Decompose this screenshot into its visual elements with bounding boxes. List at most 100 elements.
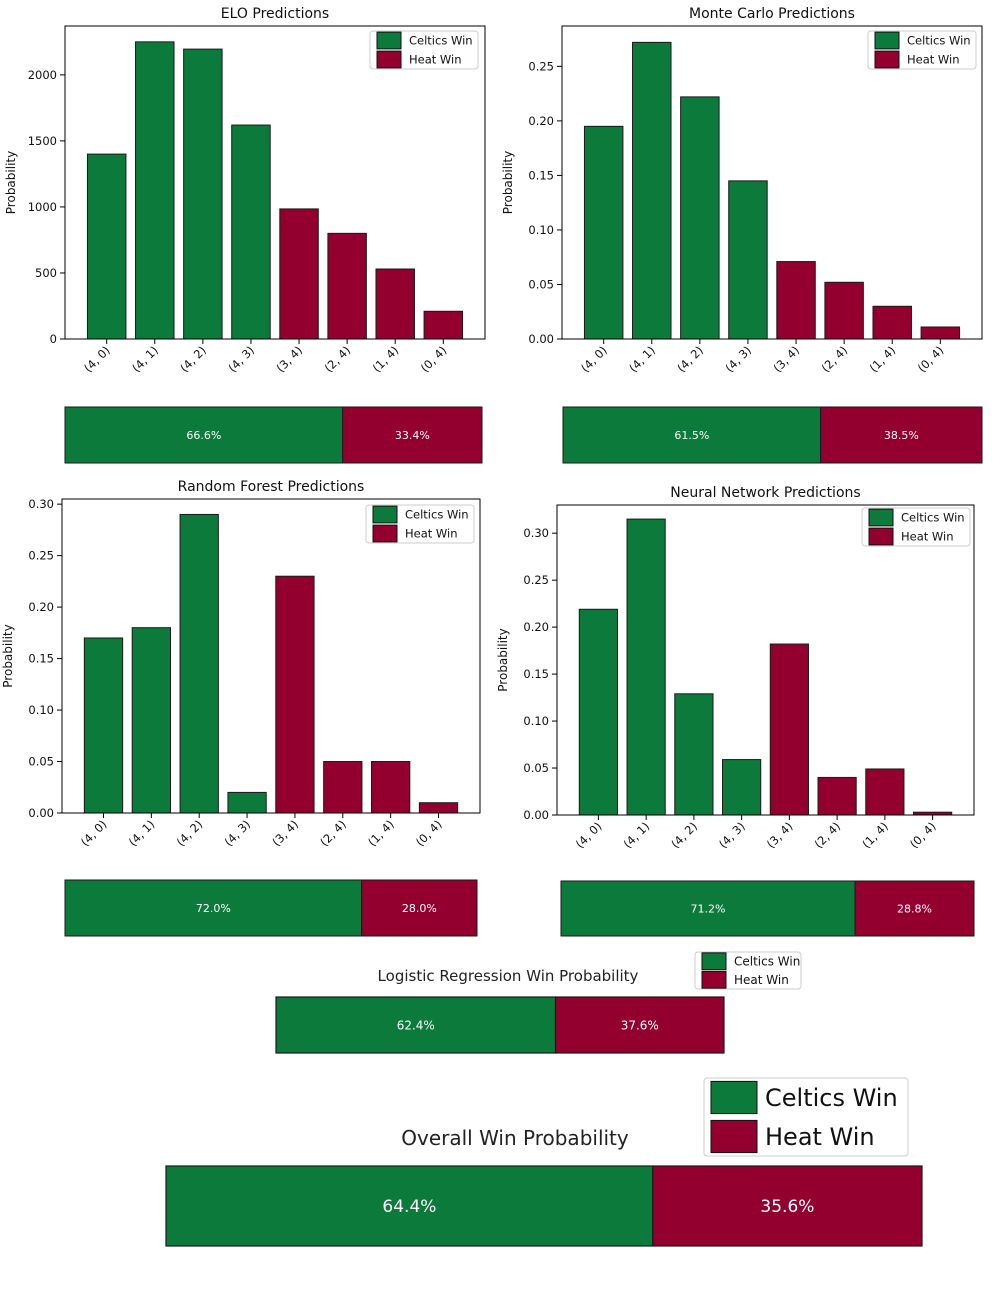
bar-heat [872, 305, 912, 340]
legend-swatch-heat [376, 50, 402, 69]
plot-frame [64, 25, 486, 340]
bar-celtics [131, 627, 171, 814]
bar-celtics [674, 693, 714, 816]
x-tick-label: (2, 4) [818, 343, 850, 375]
summary-bar-heat [854, 880, 975, 937]
x-tick-label: (1, 4) [370, 343, 402, 375]
win-label-heat: 35.6% [760, 1197, 814, 1217]
summary-bar-celtics [560, 880, 856, 937]
y-tick-label: 0.10 [528, 223, 554, 237]
x-tick-label: (4, 2) [674, 343, 706, 375]
bar-heat [423, 310, 464, 340]
summary-label-celtics: 71.2% [691, 903, 726, 916]
x-tick-label: (3, 4) [770, 343, 802, 375]
legend-label-celtics: Celtics Win [765, 1084, 898, 1112]
summary-label-heat: 28.8% [897, 903, 932, 916]
x-tick-label: (2, 4) [321, 343, 353, 375]
y-tick-label: 0 [50, 332, 57, 346]
x-tick-label: (4, 1) [626, 343, 658, 375]
x-tick-label: (4, 3) [722, 343, 754, 375]
y-tick-label: 0.05 [28, 755, 54, 769]
legend-swatch-celtics [701, 952, 727, 971]
summary-label-heat: 38.5% [884, 429, 919, 442]
legend-swatch-heat [372, 524, 398, 543]
bar-celtics [680, 96, 720, 340]
summary-bar-heat [342, 406, 483, 464]
x-tick-label: (2, 4) [317, 817, 349, 849]
y-tick-label: 0.20 [528, 114, 554, 128]
bar-heat [920, 326, 961, 340]
y-tick-label: 0.15 [28, 652, 54, 666]
y-tick-label: 0.20 [523, 620, 549, 634]
chart-title: ELO Predictions [221, 6, 329, 22]
bar-celtics [632, 41, 672, 340]
bar-heat [865, 768, 905, 816]
legend-label-celtics: Celtics Win [907, 34, 971, 48]
bar-heat [375, 268, 415, 340]
x-tick-label: (4, 0) [78, 817, 110, 849]
x-tick-label: (4, 3) [225, 343, 257, 375]
y-axis-label: Probability [4, 151, 18, 214]
y-tick-label: 500 [35, 266, 57, 280]
legend-label-celtics: Celtics Win [901, 511, 965, 525]
y-tick-label: 0.30 [523, 526, 549, 540]
bar-celtics [722, 759, 762, 816]
legend-swatch-celtics [376, 31, 402, 50]
bar-heat [275, 575, 315, 814]
x-tick-label: (2, 4) [811, 819, 843, 851]
x-tick-label: (4, 2) [174, 817, 206, 849]
x-tick-label: (4, 0) [578, 343, 610, 375]
x-tick-label: (3, 4) [269, 817, 301, 849]
bar-celtics [626, 518, 666, 816]
win-bar-heat [652, 1165, 923, 1247]
chart-0: ELO Predictions 0 500 1000 1500 2000 Probabili… [4, 6, 486, 464]
x-tick-label: (4, 1) [620, 819, 652, 851]
x-tick-label: (4, 3) [221, 817, 253, 849]
summary-bar-celtics [64, 879, 363, 937]
y-tick-label: 0.05 [528, 277, 554, 291]
legend-label-celtics: Celtics Win [405, 508, 469, 522]
win-bar-celtics [275, 996, 557, 1054]
bar-celtics [578, 608, 618, 816]
y-tick-label: 0.00 [523, 808, 549, 822]
legend-swatch-heat [701, 970, 727, 989]
y-tick-label: 1000 [28, 200, 57, 214]
y-tick-label: 0.20 [28, 600, 54, 614]
y-tick-label: 0.10 [523, 714, 549, 728]
bar-heat [776, 261, 816, 340]
legend-label-celtics: Celtics Win [734, 955, 800, 969]
y-tick-label: 0.15 [528, 168, 554, 182]
x-tick-label: (0, 4) [413, 817, 445, 849]
y-tick-label: 0.25 [28, 549, 54, 563]
x-tick-label: (4, 2) [177, 343, 209, 375]
plot-frame [61, 498, 481, 814]
x-tick-label: (4, 2) [668, 819, 700, 851]
legend-swatch-heat [710, 1119, 758, 1154]
legend-label-heat: Heat Win [901, 530, 954, 544]
bar-heat [279, 208, 319, 340]
legend-swatch-celtics [868, 508, 894, 527]
chart-2: Random Forest Predictions 0.00 0.05 0.10 0.1… [1, 479, 481, 937]
y-tick-label: 0.00 [528, 332, 554, 346]
bar-celtics [86, 153, 127, 340]
win-bar-heat [554, 996, 725, 1054]
chart-4: Logistic Regression Win Probability 62.4%… [275, 951, 802, 1054]
summary-bar-heat [820, 406, 983, 464]
bar-heat [824, 281, 864, 340]
y-tick-label: 2000 [28, 68, 57, 82]
plot-frame [561, 25, 983, 340]
legend-swatch-celtics [710, 1080, 758, 1115]
summary-bar-celtics [64, 406, 344, 464]
legend-swatch-celtics [874, 31, 900, 50]
x-tick-label: (3, 4) [273, 343, 305, 375]
y-tick-label: 0.15 [523, 667, 549, 681]
win-bar-celtics [165, 1165, 654, 1247]
win-label-celtics: 64.4% [382, 1197, 436, 1217]
summary-label-celtics: 72.0% [196, 902, 231, 915]
bar-celtics [583, 125, 624, 340]
x-tick-label: (4, 1) [126, 817, 158, 849]
x-tick-label: (4, 0) [81, 343, 113, 375]
y-tick-label: 0.30 [28, 497, 54, 511]
chart-3: Neural Network Predictions 0.00 0.05 0.10 0.… [496, 485, 975, 937]
